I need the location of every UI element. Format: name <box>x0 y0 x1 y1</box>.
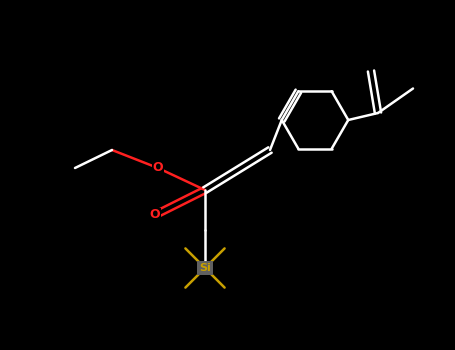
Text: O: O <box>150 209 160 222</box>
Text: O: O <box>153 161 163 175</box>
Text: Si: Si <box>199 263 211 273</box>
